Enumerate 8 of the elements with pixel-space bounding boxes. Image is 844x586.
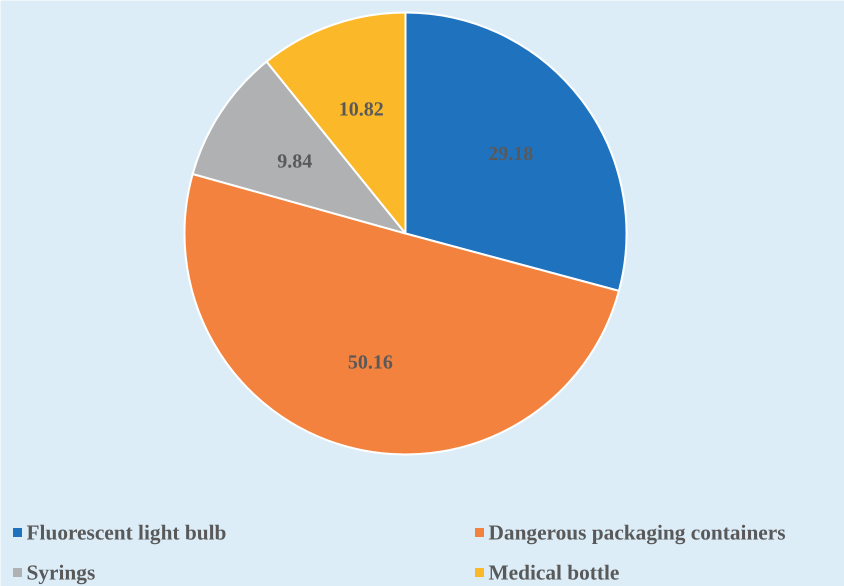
data-label: 9.84 — [277, 150, 312, 173]
legend-label: Syrings — [26, 560, 96, 584]
data-label: 50.16 — [348, 351, 393, 374]
data-label: 29.18 — [488, 142, 534, 165]
legend-label: Medical bottle — [488, 560, 620, 584]
legend-label: Fluorescent light bulb — [26, 520, 226, 544]
legend-label: Dangerous packaging containers — [488, 520, 786, 544]
data-label: 10.82 — [338, 98, 384, 120]
